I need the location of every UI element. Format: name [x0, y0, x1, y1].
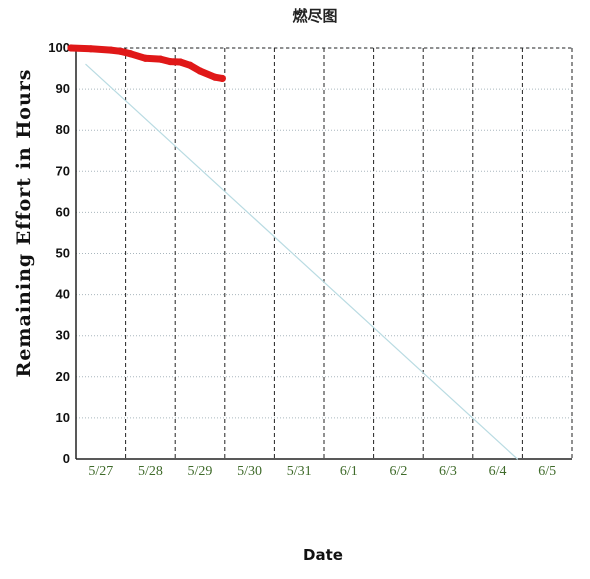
ideal-burndown-line [85, 63, 518, 460]
y-tick-label-3: 30 [56, 328, 70, 343]
y-tick-label-2: 20 [56, 369, 70, 384]
actual-point-12 [218, 74, 226, 83]
actual-point-5 [141, 54, 150, 62]
plot-area: 0 10 20 30 40 50 60 70 80 90 100 5/27 5/28 5/29 5/30 5/… [48, 40, 573, 479]
actual-point-1 [87, 45, 95, 53]
x-tick-label-7: 6/3 [439, 464, 457, 479]
y-tick-label-7: 70 [56, 163, 70, 178]
y-tick-label-10: 100 [48, 40, 70, 55]
x-tick-label-1: 5/28 [138, 464, 163, 479]
actual-point-10 [196, 67, 204, 75]
y-tick-label-4: 40 [56, 287, 70, 302]
actual-point-7 [166, 57, 174, 66]
actual-point-6 [156, 55, 164, 63]
y-tick-label-9: 90 [56, 81, 70, 96]
x-tick-label-8: 6/4 [489, 464, 507, 479]
actual-point-4 [126, 50, 135, 58]
x-tick-label-6: 6/2 [389, 464, 407, 479]
actual-point-0 [67, 44, 75, 52]
actual-point-3 [117, 47, 125, 55]
x-tick-label-2: 5/29 [188, 464, 213, 479]
y-tick-label-5: 50 [56, 246, 70, 261]
x-tick-label-4: 5/31 [287, 464, 312, 479]
y-tick-label-6: 60 [56, 204, 70, 219]
y-tick-label-8: 80 [56, 122, 70, 137]
actual-point-8 [176, 58, 184, 66]
x-axis-label: Date [303, 546, 343, 564]
actual-point-2 [107, 46, 115, 54]
actual-point-11 [211, 73, 219, 81]
x-tick-label-5: 6/1 [340, 464, 358, 479]
y-tick-label-0: 0 [63, 451, 70, 466]
chart-title: 燃尽图 [292, 7, 337, 25]
actual-point-9 [186, 61, 194, 69]
x-tick-label-9: 6/5 [538, 464, 556, 479]
x-tick-label-3: 5/30 [237, 464, 262, 479]
x-tick-label-0: 5/27 [88, 464, 113, 479]
y-tick-label-1: 10 [56, 410, 70, 425]
y-axis-label: Remaining Effort in Hours [13, 69, 35, 378]
